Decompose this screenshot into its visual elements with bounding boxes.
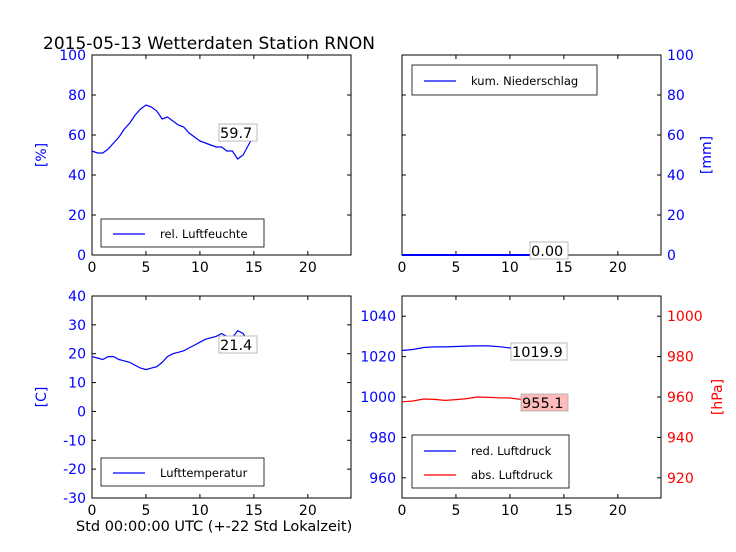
x-tick-label: 20: [609, 503, 627, 519]
subplot-pressure: 0 5 10 15 20 960 980 1000 1020 1040 920 940 960 980 10…: [360, 295, 726, 519]
x-tick-label: 0: [88, 260, 97, 276]
y-axis-label: [C]: [34, 387, 50, 408]
y-tick-label: 1020: [360, 350, 396, 366]
x-tick-label: 20: [299, 260, 317, 276]
x-tick-label: 20: [609, 260, 627, 276]
value-label: 0.00: [531, 244, 563, 260]
legend-label: red. Luftdruck: [471, 444, 552, 458]
y-tick-label: 960: [369, 471, 396, 487]
y-tick-label-right: 960: [667, 390, 694, 406]
x-tick-label: 0: [398, 260, 407, 276]
value-label: 59.7: [220, 126, 252, 142]
x-tick-label: 0: [398, 503, 407, 519]
y-tick-label: 1040: [360, 309, 396, 325]
x-tick-label: 15: [245, 260, 263, 276]
value-label-box: [218, 123, 258, 142]
y-tick-label-right: 80: [667, 88, 685, 104]
y-tick-label-right: 40: [667, 168, 685, 184]
x-tick-label: 10: [501, 260, 519, 276]
y-tick-label: 20: [68, 347, 86, 363]
x-tick-label: 15: [245, 503, 263, 519]
x-tick-label: 5: [451, 260, 460, 276]
y-axis-label: [%]: [34, 143, 50, 167]
x-tick-label: 5: [451, 503, 460, 519]
y-tick-label: 1000: [360, 390, 396, 406]
x-tick-label: 10: [501, 503, 519, 519]
y-tick-label: 20: [68, 208, 86, 224]
y-tick-label: 80: [68, 88, 86, 104]
y-tick-label-right: 100: [667, 48, 694, 64]
subplot-humidity: 0 5 10 15 20 0 20 40 60 80 100 [%] 59.7 rel. Luftfeuc…: [34, 48, 352, 276]
y-tick-label: 30: [68, 318, 86, 334]
legend-box: [411, 434, 570, 489]
x-tick-label: 20: [299, 503, 317, 519]
y-tick-label-right: 940: [667, 430, 694, 446]
y-tick-label: 980: [369, 430, 396, 446]
y-tick-label: 0: [77, 248, 86, 264]
subplot-temperature: 0 5 10 15 20 -30 -20 -10 0 10 20 30 40 [C] 21.4 Lufttem…: [34, 289, 352, 519]
legend-box: [100, 457, 265, 487]
legend-label: abs. Luftdruck: [471, 468, 553, 482]
y-tick-label: 40: [68, 168, 86, 184]
value-label-box: [520, 393, 569, 412]
value-label: 21.4: [220, 338, 252, 354]
x-tick-label: 10: [191, 503, 209, 519]
y-axis-label-right: [mm]: [699, 136, 715, 174]
figure-title: 2015-05-13 Wetterdaten Station RNON: [43, 34, 375, 54]
x-tick-label: 15: [555, 503, 573, 519]
legend-box: [100, 218, 265, 248]
y-tick-label-right: 60: [667, 128, 685, 144]
x-tick-label: 0: [88, 503, 97, 519]
x-tick-label: 5: [141, 503, 150, 519]
y-tick-label-right: 0: [667, 248, 676, 264]
y-tick-label: -20: [63, 462, 86, 478]
legend-label: Lufttemperatur: [160, 466, 248, 480]
value-label-box: [218, 335, 258, 354]
x-tick-label: 10: [191, 260, 209, 276]
y-tick-label: -10: [63, 433, 86, 449]
value-label: 1019.9: [512, 345, 563, 361]
value-label-box: [510, 342, 568, 361]
subplot-precipitation: 0 5 10 15 20 0 20 40 60 80 100 [mm] 0.00 kum. Nieders…: [398, 48, 715, 276]
x-tick-label: 15: [555, 260, 573, 276]
legend-box: [411, 64, 598, 96]
y-tick-label: 100: [59, 48, 86, 64]
y-tick-label: 40: [68, 289, 86, 305]
y-tick-label: 0: [77, 404, 86, 420]
y-tick-label: 10: [68, 376, 86, 392]
value-label-box: [529, 241, 569, 260]
y-tick-label-right: 920: [667, 471, 694, 487]
y-axis-label-right: [hPa]: [710, 379, 726, 415]
x-tick-label: 5: [141, 260, 150, 276]
series-line: [91, 104, 255, 160]
y-tick-label: -30: [63, 491, 86, 507]
legend-label: rel. Luftfeuchte: [160, 227, 248, 241]
x-axis-label: Std 00:00:00 UTC (+-22 Std Lokalzeit): [76, 519, 352, 535]
y-tick-label-right: 980: [667, 350, 694, 366]
y-tick-label-right: 1000: [667, 309, 703, 325]
value-label: 955.1: [522, 396, 564, 412]
legend-label: kum. Niederschlag: [471, 74, 578, 88]
y-tick-label: 60: [68, 128, 86, 144]
y-tick-label-right: 20: [667, 208, 685, 224]
